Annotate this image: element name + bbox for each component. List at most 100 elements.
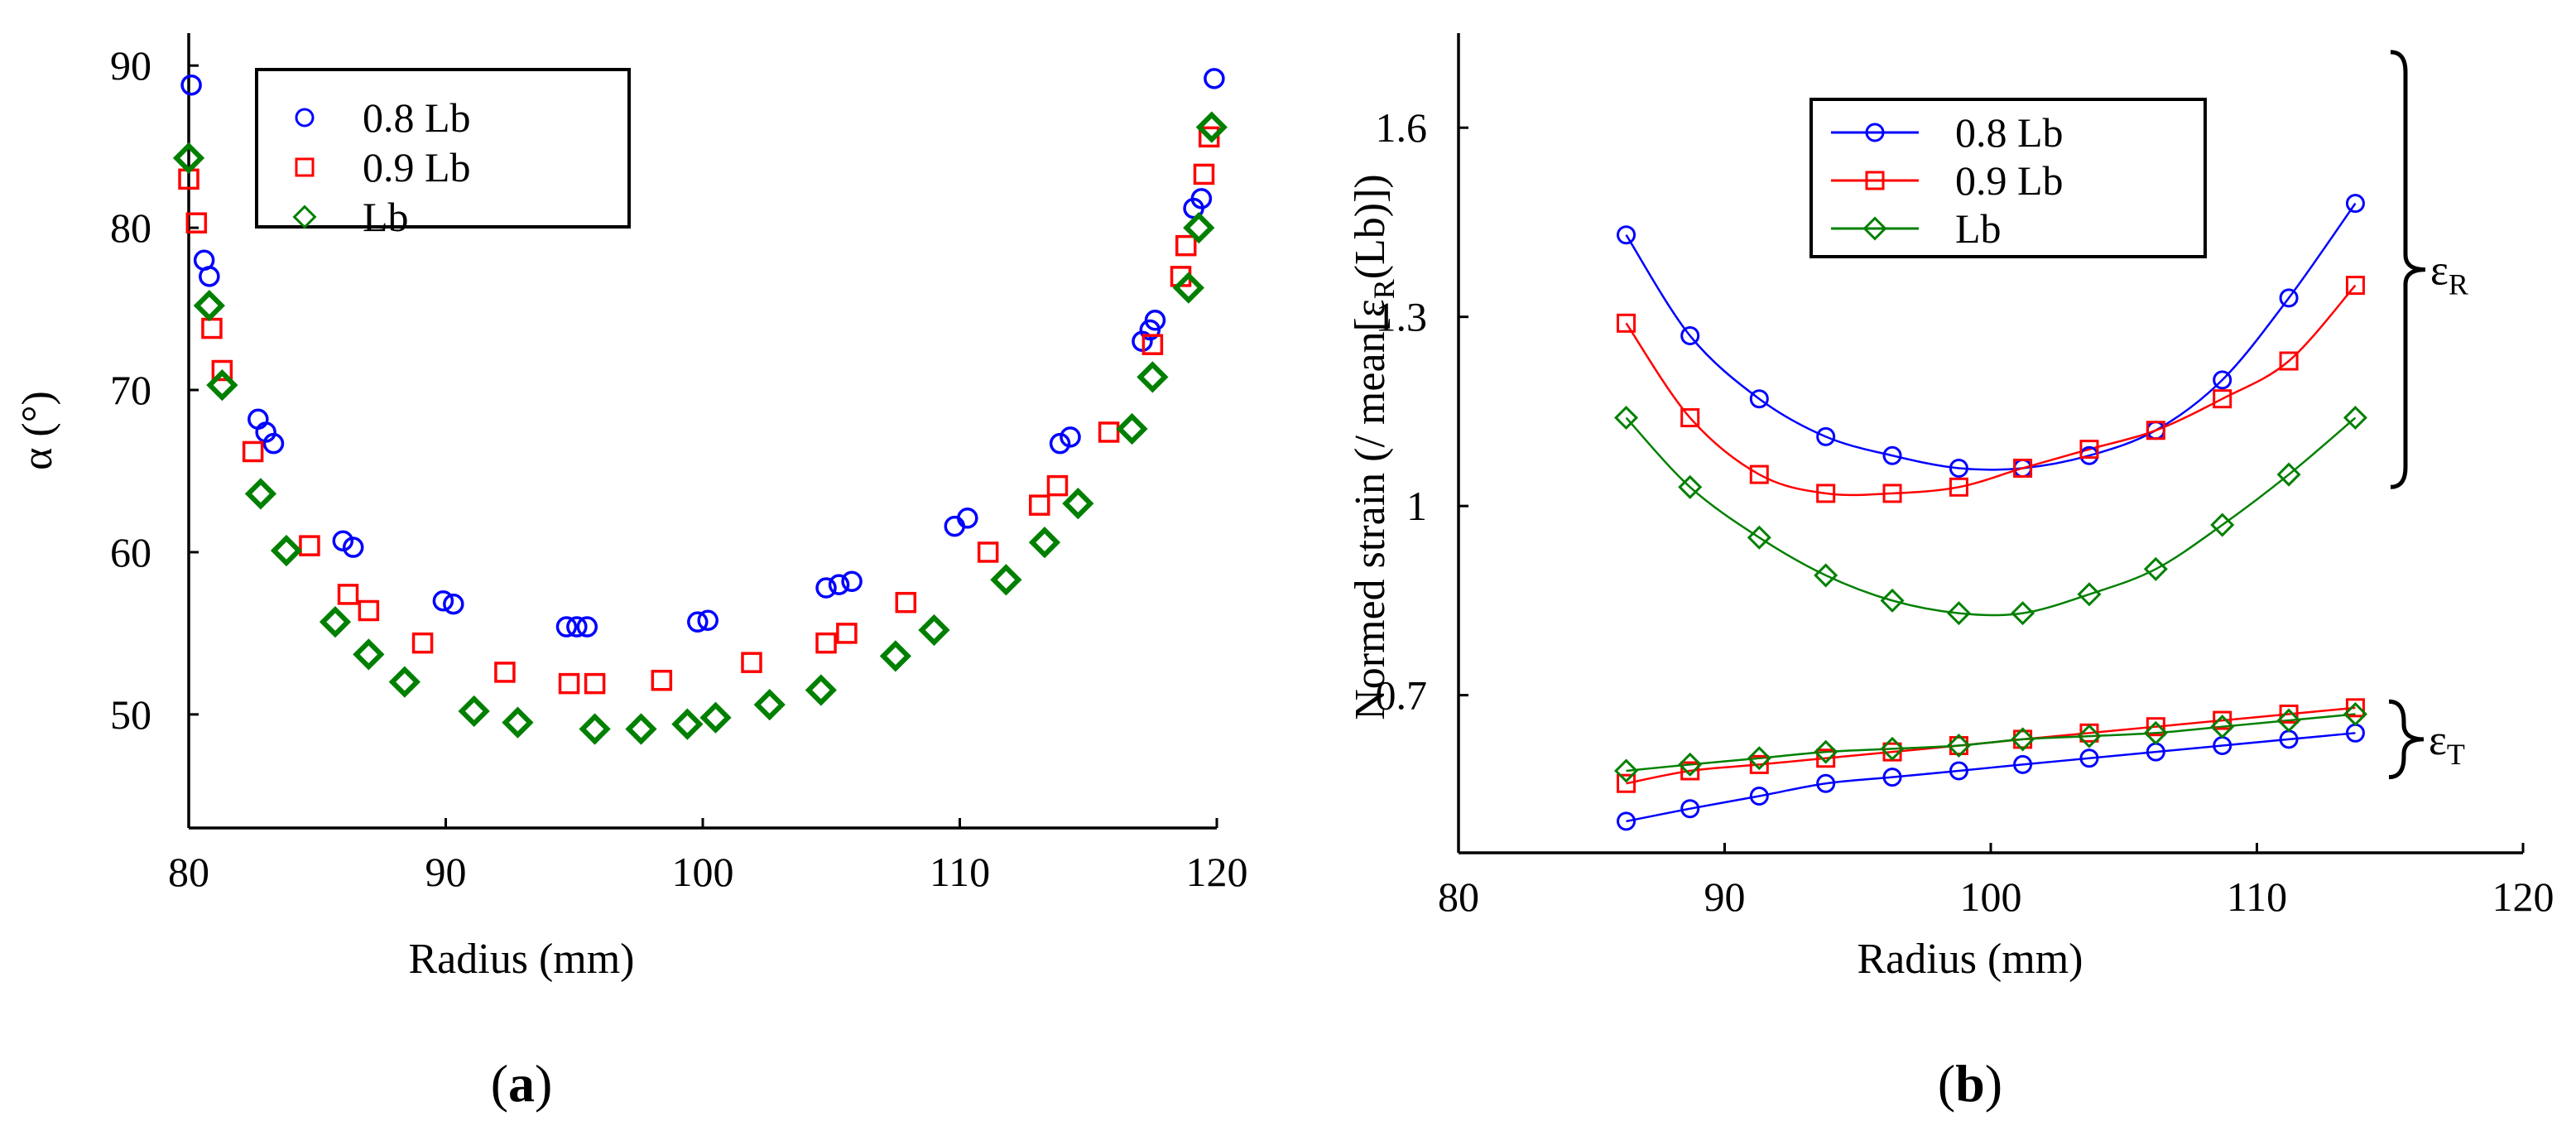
panel-b-legend-label: 0.8 Lb (1955, 109, 2064, 156)
panel-b-series-lines (1625, 202, 2357, 823)
panel-a-point (337, 584, 359, 605)
panel-b-ticks: 80 90 100 110 120 0.7 1 1.3 1.6 (1376, 104, 2554, 920)
panel-b-point (2213, 389, 2232, 409)
panel-b-point (1749, 389, 1769, 409)
panel-a-data-points (172, 68, 1228, 745)
panel-b-point (1678, 752, 1703, 777)
panel-b-label-open: ( (1938, 1054, 1955, 1113)
panel-b-point (2279, 704, 2299, 724)
panel-a-label: (a) (491, 1054, 553, 1113)
panel-b-point (1614, 406, 1639, 431)
panel-a-y-axis-label: α (°) (14, 391, 61, 470)
panel-b-point (1680, 326, 1700, 346)
panel-b-point (1678, 474, 1703, 499)
panel-b-point (2345, 276, 2365, 296)
panel-b-point (1949, 458, 1968, 478)
panel-a-point (558, 672, 580, 695)
panel-b-annotation-t-label: εT (2429, 717, 2465, 771)
panel-a-point (753, 688, 786, 721)
panel-b-point (2279, 351, 2299, 371)
panel-b-point (2345, 194, 2365, 214)
panel-a-point (443, 593, 464, 615)
panel-a-point (353, 638, 385, 671)
panel-b-y-tick-label: 1.6 (1376, 104, 1428, 151)
panel-a-point (458, 695, 490, 728)
panel-a-ticks: 80 90 100 110 120 50 60 70 80 90 (110, 42, 1248, 895)
panel-a-point (1029, 494, 1050, 516)
panel-b-annotation-r-subscript: R (2449, 268, 2468, 301)
panel-a-point (576, 616, 598, 638)
panel-b-point (1747, 746, 1771, 771)
panel-a-legend-marker (295, 108, 315, 128)
panel-a-point (1172, 272, 1204, 304)
panel-b-y-axis-label-sub: R (1367, 279, 1401, 299)
panel-b-annotation-t-symbol: ε (2429, 717, 2447, 764)
panel-a-legend-label: 0.9 Lb (363, 144, 471, 190)
panel-b-legend-label: 0.9 Lb (1955, 157, 2064, 204)
panel-b-point (1617, 773, 1636, 793)
panel-a-point (579, 713, 611, 745)
panel-b-y-axis-label: Normed strain (/ mean[εR(Lb)]) (1347, 174, 1401, 720)
panel-a-label-close: ) (535, 1054, 552, 1113)
panel-a-legend-label: Lb (363, 194, 409, 240)
panel-b-annotation-r-label: εR (2430, 248, 2468, 301)
panel-b-point (2210, 715, 2235, 739)
panel-b-x-tick-label: 100 (1960, 874, 2022, 920)
panel-a-label-letter: a (508, 1054, 535, 1113)
panel-b-point (2276, 462, 2301, 487)
panel-b-point (1816, 484, 1836, 503)
panel-b-point (1680, 799, 1700, 819)
panel-a-point (319, 606, 352, 638)
panel-a-point (1098, 421, 1120, 443)
panel-a-point (172, 142, 205, 174)
panel-b-y-axis-label-main: Normed strain (/ mean[ε (1347, 299, 1394, 720)
panel-b-point (2143, 720, 2168, 745)
panel-a-point (244, 478, 277, 510)
panel-b-data-points (1614, 194, 2367, 831)
panel-a-point (411, 632, 434, 654)
panel-a-legend-box (255, 68, 631, 229)
panel-a-x-tick-label: 90 (425, 849, 467, 895)
panel-b-x-tick-label: 80 (1438, 874, 1479, 920)
panel-b-point (2013, 729, 2033, 749)
panel-b-points-t-0.8-lb (1617, 723, 2365, 831)
panel-a-point (918, 614, 950, 647)
panel-b-legend-marker (1862, 216, 1887, 241)
panel-a-point (1198, 126, 1220, 148)
panel-b-y-tick-label: 1.3 (1376, 294, 1428, 340)
panel-a-point (836, 623, 858, 644)
panel-b-line-r-0.8-lb (1625, 202, 2357, 471)
panel-b-x-tick-label: 110 (2227, 874, 2287, 920)
panel-b-points-t-lb (1614, 701, 2367, 783)
panel-b-point (2079, 748, 2099, 768)
panel-a-label-open: ( (491, 1054, 508, 1113)
panel-a-point (1175, 234, 1197, 257)
panel-b-point (2011, 727, 2035, 752)
panel-a-point (671, 708, 704, 740)
panel-a-point (651, 669, 673, 691)
panel-a-point (977, 541, 999, 563)
panel-a-point (502, 706, 534, 739)
panel-b-point (2013, 458, 2033, 478)
panel-a-point (566, 616, 588, 638)
panel-b-point (2077, 724, 2102, 748)
panel-a-point (815, 577, 837, 599)
panel-b-point (1749, 464, 1769, 484)
panel-a-point (1046, 474, 1069, 497)
panel-b-point (2345, 698, 2365, 718)
panel-a-legend-marker (292, 205, 317, 229)
panel-b-point (1949, 477, 1968, 497)
panel-b-point (2011, 601, 2035, 626)
panel-a-point (815, 632, 837, 654)
panel-a-point (741, 652, 762, 673)
panel-b-point (1816, 426, 1836, 446)
panel-b-point (1946, 601, 1971, 626)
panel-b-point (2343, 406, 2367, 431)
panel-a-point (555, 616, 578, 638)
panel-a-point (342, 537, 364, 558)
panel-b-point (1747, 525, 1771, 550)
panel-a-point (494, 662, 516, 683)
panel-b-x-axis-label: Radius (mm) (1858, 936, 2083, 983)
